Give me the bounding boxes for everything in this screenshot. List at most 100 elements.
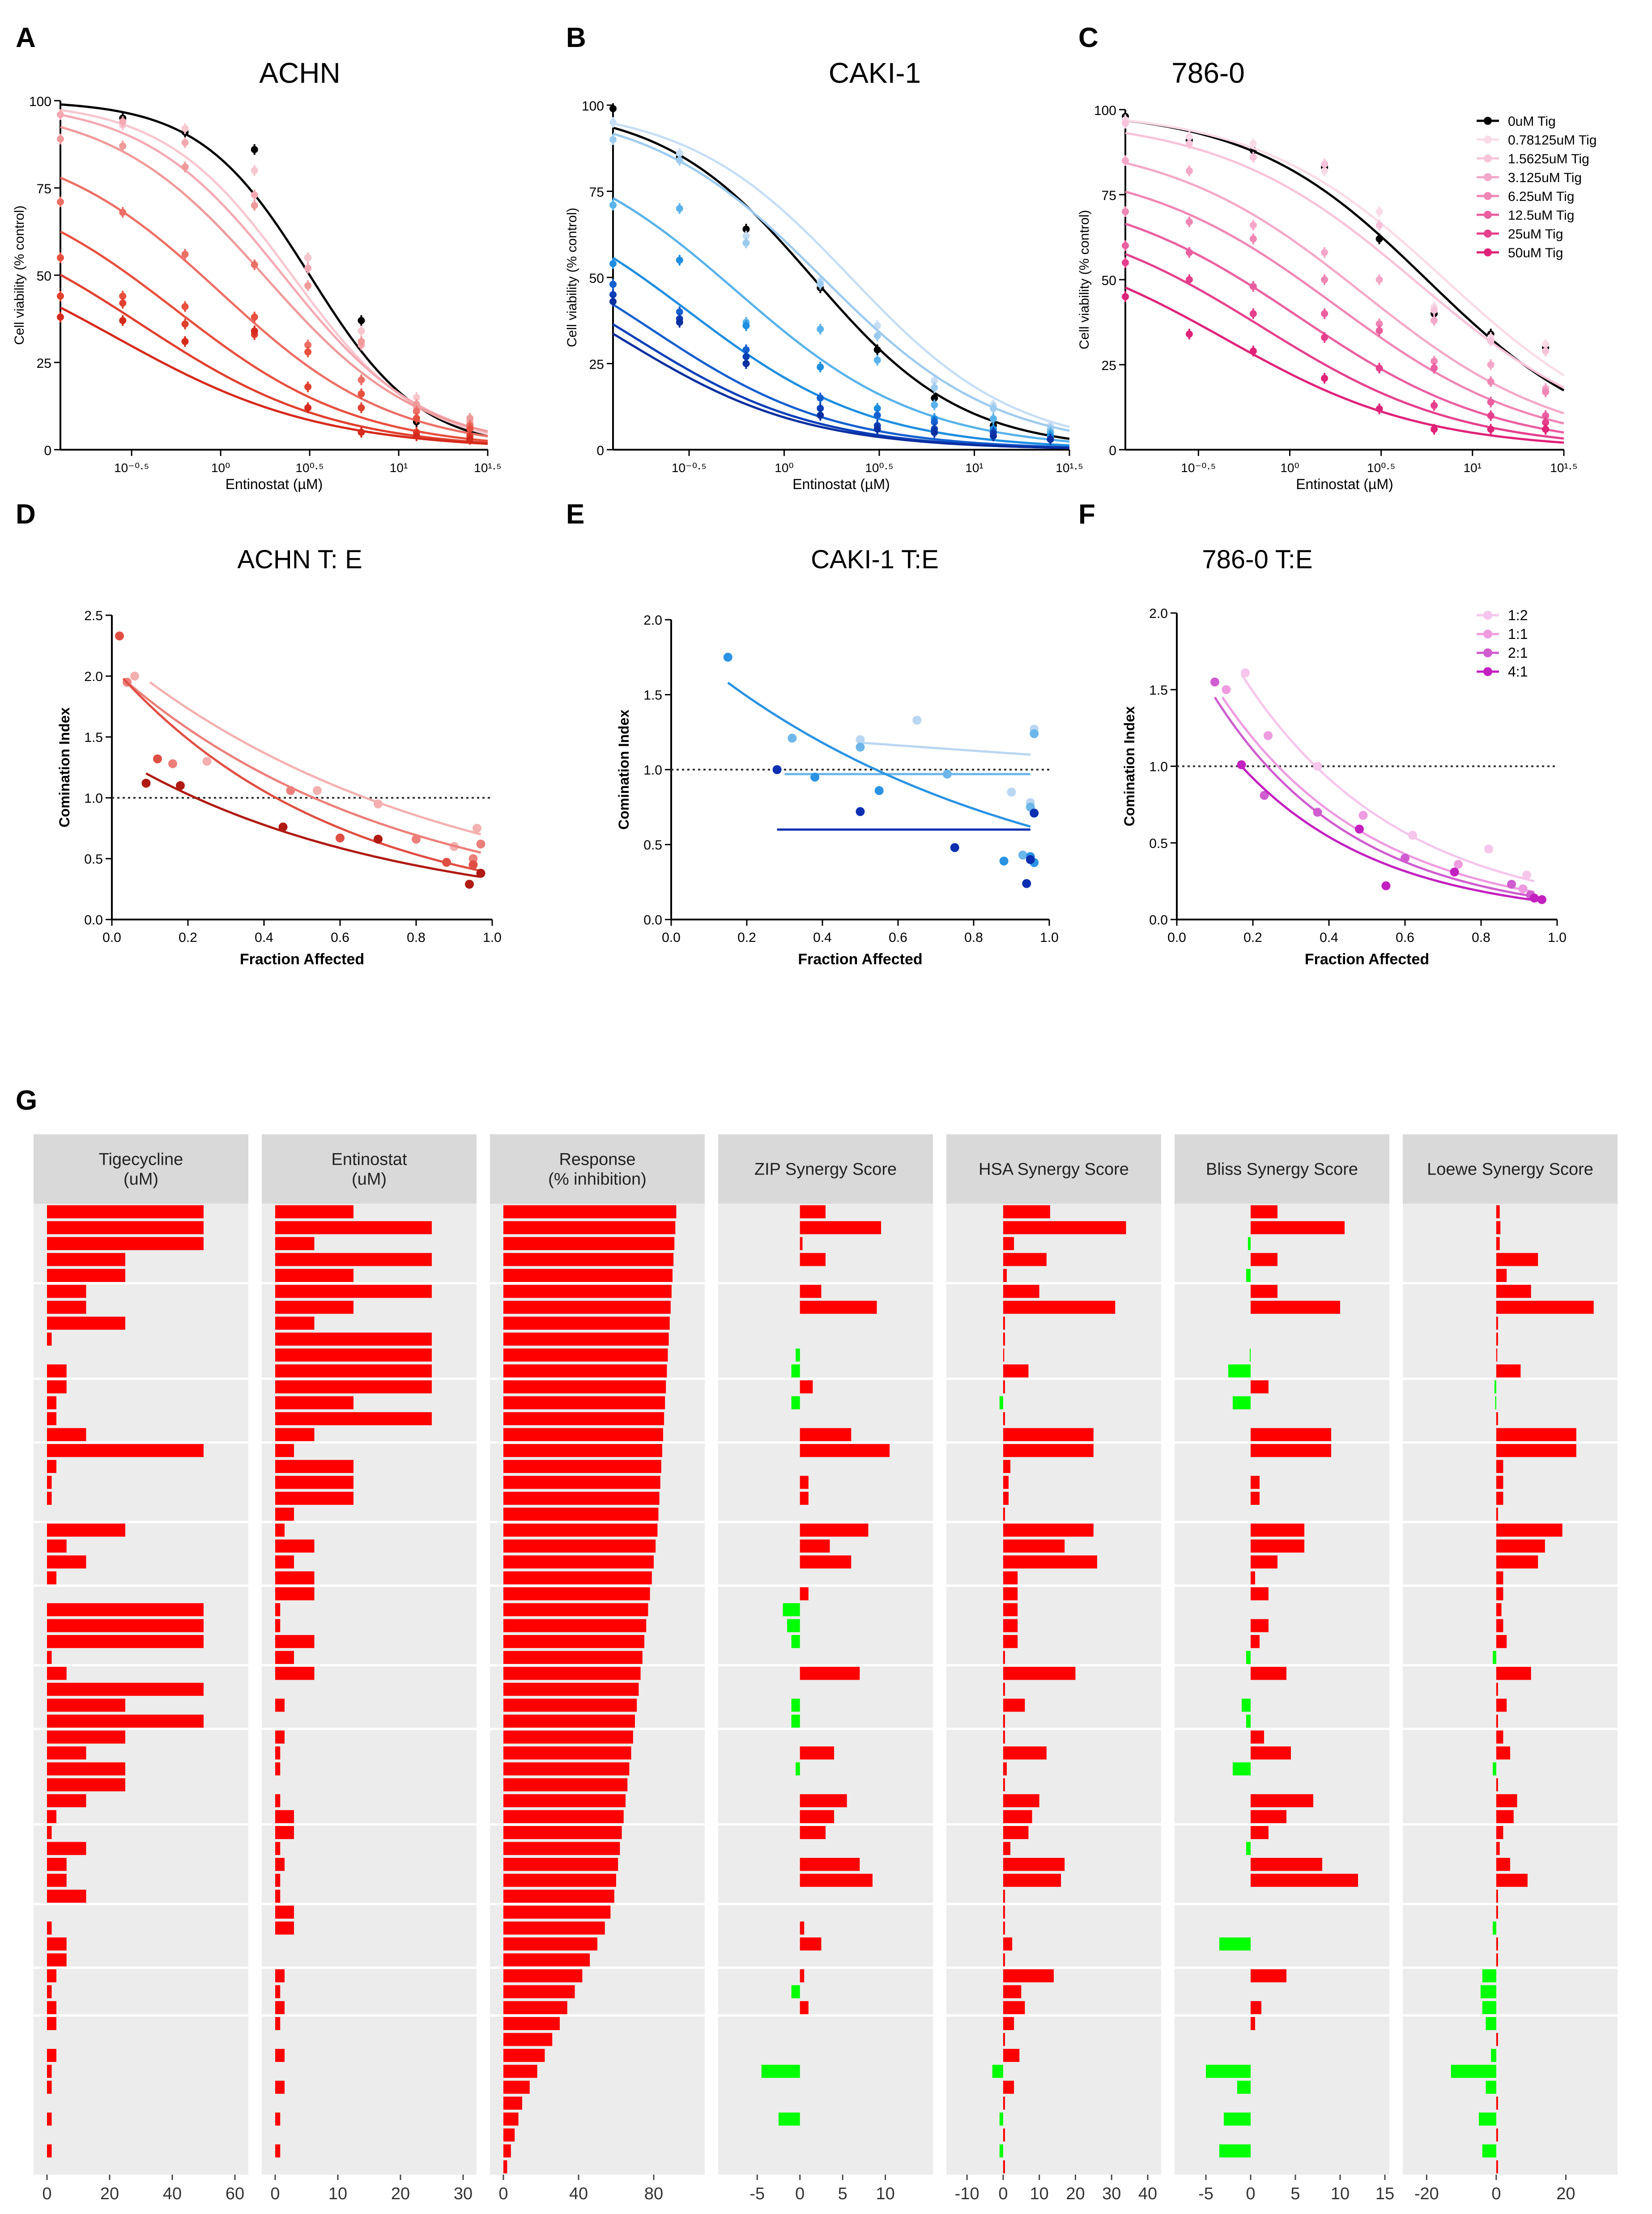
y-tick-label-f: 0.0 (1149, 913, 1168, 928)
data-point-a (304, 404, 312, 412)
data-point-e (1030, 729, 1039, 738)
bar-g (1496, 1699, 1507, 1712)
data-point-a (181, 338, 189, 345)
bar-g (503, 1333, 669, 1346)
legend-marker-f (1483, 630, 1492, 639)
y-tick-label-d: 1.0 (84, 791, 103, 806)
bar-g (1491, 2048, 1496, 2062)
data-point-c (1249, 221, 1257, 229)
x-tick-label-e: 0.2 (737, 930, 756, 945)
data-point-f (1381, 881, 1391, 890)
bar-g (1496, 2128, 1498, 2142)
bar-g (1251, 1858, 1322, 1871)
data-point-a (181, 303, 189, 311)
fit-line-d-2 (122, 677, 481, 872)
data-point-b (873, 346, 881, 353)
legend-label-f: 1:2 (1508, 607, 1528, 623)
bar-g (800, 1476, 809, 1489)
bar-g (1003, 1380, 1005, 1394)
bar-g (503, 1842, 620, 1855)
panel-b-title: CAKI-1 (829, 57, 921, 89)
bar-g (503, 1890, 614, 1903)
bar-g (47, 1890, 86, 1903)
bar-g (800, 1428, 852, 1441)
data-point-a (358, 376, 365, 383)
x-axis-label-b: Entinostat (µM) (792, 476, 890, 492)
bar-g (1494, 1380, 1496, 1394)
bar-g (1003, 1539, 1065, 1553)
bar-g (1482, 1969, 1496, 1983)
facet-header-4 (946, 1134, 1161, 1204)
data-point-b (931, 394, 938, 402)
data-point-b (873, 332, 881, 340)
y-tick-label-d: 0.5 (84, 852, 103, 867)
bar-g (1003, 2128, 1005, 2142)
data-point-c (1249, 235, 1257, 243)
y-tick-label-e: 0.5 (643, 838, 662, 853)
bar-g (503, 1921, 605, 1935)
bar-g (1003, 1778, 1005, 1792)
bar-g (1003, 1269, 1007, 1282)
bar-g (1003, 1285, 1039, 1298)
bar-g (1233, 1762, 1251, 1775)
data-point-f (1454, 860, 1463, 869)
bar-g (1496, 1444, 1576, 1457)
panel-a-title: ACHN (259, 57, 340, 89)
bar-g (1251, 2001, 1261, 2014)
bar-g (800, 1826, 826, 1839)
x-tick-label-a: 10¹ (390, 461, 408, 475)
bar-g (1496, 1364, 1521, 1378)
y-tick-label-b: 100 (582, 99, 604, 114)
bar-g (47, 1396, 56, 1409)
bar-g (1003, 1348, 1005, 1362)
legend-marker (1484, 173, 1492, 181)
data-point-a (181, 125, 189, 132)
data-point-b (1047, 435, 1054, 443)
bar-g (275, 1619, 281, 1632)
bar-g (1496, 1237, 1500, 1250)
bar-g (1003, 1873, 1061, 1887)
bar-g (1251, 1969, 1286, 1983)
legend-marker (1484, 154, 1492, 162)
bar-g (1003, 1667, 1076, 1680)
bar-g (275, 1555, 294, 1569)
bar-g (1003, 1253, 1047, 1266)
bar-g (47, 1539, 67, 1553)
data-point-d (336, 833, 345, 843)
data-point-b (676, 157, 683, 164)
bar-g (275, 1333, 432, 1346)
legend-label: 6.25uM Tig (1508, 189, 1574, 204)
legend-marker-f (1483, 648, 1492, 657)
bar-g (503, 1253, 674, 1266)
y-tick-label-f: 2.0 (1149, 606, 1168, 621)
facet-panel-3 (718, 1204, 933, 2175)
data-point-c (1487, 398, 1494, 406)
data-point-b (676, 205, 683, 212)
bar-g (1251, 1587, 1269, 1601)
y-tick-label-d: 2.0 (84, 669, 103, 684)
facet-5: Bliss Synergy Score -5 0 5 10 15 (1175, 1134, 1394, 2203)
data-point-d (141, 779, 151, 788)
bar-g (503, 1491, 660, 1505)
x-tick-label-e: 0.6 (889, 930, 907, 945)
facet-title-1: Entinostat (332, 1150, 407, 1169)
bar-g (503, 1587, 650, 1601)
bar-g (47, 1826, 52, 1839)
bar-g (1246, 1842, 1251, 1855)
x-tick-label-b: 10⁰ (775, 461, 793, 475)
bar-g (1003, 1985, 1022, 1998)
bar-g (47, 1985, 52, 1998)
bar-g (800, 2001, 809, 2014)
data-point-c (1375, 208, 1383, 215)
data-point-e (772, 765, 782, 774)
bar-g (1251, 1428, 1331, 1441)
bar-g (1003, 1651, 1005, 1664)
bar-g (1003, 1635, 1018, 1648)
bar-g (1496, 1746, 1510, 1760)
data-point-a (251, 167, 258, 174)
bar-g (503, 2081, 530, 2094)
bar-g (503, 1348, 668, 1362)
legend-label: 25uM Tig (1508, 227, 1563, 242)
data-point-b (742, 360, 750, 367)
data-point-f (1408, 830, 1417, 840)
